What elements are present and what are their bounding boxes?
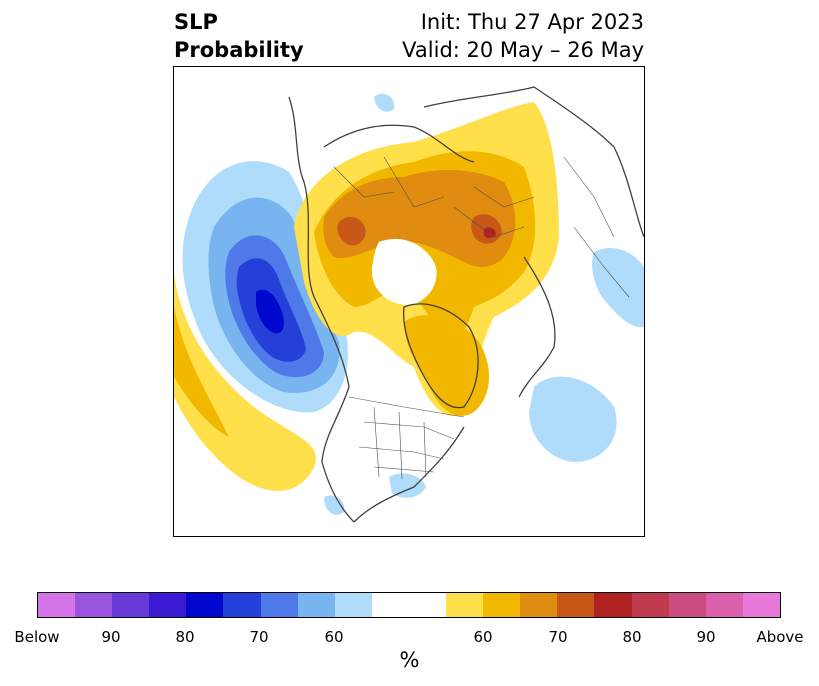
political-borders [333,156,630,480]
map-canvas [174,86,644,523]
colorbar-swatch [483,593,521,617]
below-normal-area-mexico [324,495,345,515]
init-date: Init: Thu 27 Apr 2023 [420,10,644,34]
above-normal-area-greenland [404,314,490,416]
coastlines [288,86,644,523]
above-normal-area-pacific [174,272,316,491]
colorbar-swatch [297,593,335,617]
colorbar-swatch [112,593,150,617]
colorbar-swatch [705,593,743,617]
arctic-gap [371,238,437,305]
colorbar-swatch [668,593,706,617]
valid-range: Valid: 20 May – 26 May [402,38,644,62]
colorbar-swatch [186,593,224,617]
colorbar-swatch [446,593,484,617]
below-normal-area-russia [592,247,644,328]
colorbar-unit-label: % [399,648,420,672]
colorbar-swatch [149,593,187,617]
colorbar-tick-label: 90 [696,628,716,646]
colorbar-swatch [371,593,447,617]
probability-colorbar [37,592,781,618]
colorbar-tick-labels: Below 90 80 70 60 60 70 80 90 Above [0,628,819,646]
colorbar-tick-label: 70 [249,628,269,646]
colorbar-swatch [260,593,298,617]
colorbar-tick-label: 80 [622,628,642,646]
colorbar-tick-label: 60 [473,628,493,646]
probability-map [173,66,645,537]
colorbar-tick-label: 60 [324,628,344,646]
colorbar-tick-label: 80 [175,628,195,646]
colorbar-tick-label: 70 [548,628,568,646]
colorbar-swatch [223,593,261,617]
colorbar-swatch [334,593,372,617]
colorbar-swatch [742,593,780,617]
map-title: SLP Probability [174,8,304,64]
colorbar-swatch [631,593,669,617]
colorbar-swatch [75,593,113,617]
colorbar-swatch [520,593,558,617]
colorbar-swatch [557,593,595,617]
colorbar-swatch [38,593,76,617]
colorbar-swatch [594,593,632,617]
above-normal-core-pacific [174,307,229,437]
colorbar-tick-label: Above [756,628,804,646]
title-line-1: SLP [174,10,218,34]
below-normal-area-atlantic [529,376,617,462]
below-normal-area-us [389,473,426,498]
colorbar-tick-label: Below [14,628,60,646]
below-normal-area-alaska [374,93,395,112]
title-line-2: Probability [174,38,304,62]
colorbar-tick-label: 90 [101,628,121,646]
date-info: Init: Thu 27 Apr 2023 Valid: 20 May – 26… [402,8,644,64]
